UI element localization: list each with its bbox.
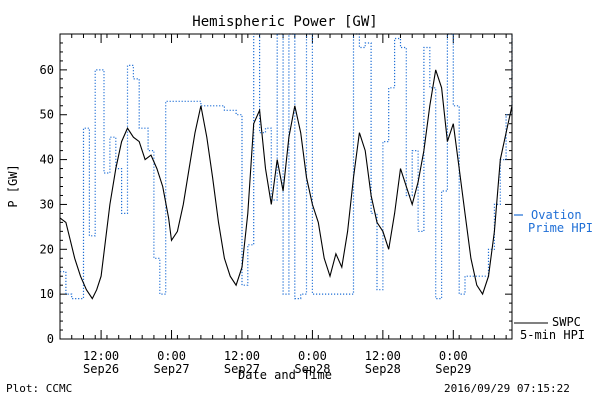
y-tick-label: 60 xyxy=(40,63,54,77)
x-tick-label-date: Sep26 xyxy=(83,362,119,376)
plot-frame xyxy=(59,33,513,340)
swpc-legend-label-2: 5-min HPI xyxy=(520,328,585,342)
swpc-series-layer xyxy=(59,69,513,300)
x-tick-label-time: 0:00 xyxy=(157,349,186,363)
x-tick-label-date: Sep28 xyxy=(294,362,330,376)
ovation-legend-label-1: Ovation xyxy=(531,208,582,222)
y-tick-label: 0 xyxy=(47,332,54,346)
x-axis-label: Date and Time xyxy=(238,368,332,382)
swpc-legend-label-1: SWPC xyxy=(552,315,581,329)
x-tick-label-time: 0:00 xyxy=(439,349,468,363)
x-tick-label-time: 12:00 xyxy=(224,349,260,363)
x-tick-label-time: 12:00 xyxy=(365,349,401,363)
y-axis-label: P [GW] xyxy=(6,164,20,207)
ovation-series-layer xyxy=(60,33,513,300)
x-tick-label-time: 12:00 xyxy=(83,349,119,363)
y-tick-label: 10 xyxy=(40,287,54,301)
ovation-series-line xyxy=(60,33,513,300)
x-tick-label-date: Sep28 xyxy=(365,362,401,376)
axes-layer: 010203040506012:00Sep260:00Sep2712:00Sep… xyxy=(40,33,512,376)
y-tick-label: 40 xyxy=(40,153,54,167)
plot-credit: Plot: CCMC xyxy=(6,382,73,395)
y-tick-label: 30 xyxy=(40,197,54,211)
x-tick-label-date: Sep27 xyxy=(153,362,189,376)
y-tick-label: 50 xyxy=(40,108,54,122)
swpc-series-line xyxy=(59,69,513,300)
ovation-legend-label-2: Prime HPI xyxy=(528,221,593,235)
y-tick-label: 20 xyxy=(40,242,54,256)
chart-title: Hemispheric Power [GW] xyxy=(192,14,377,30)
plot-timestamp: 2016/09/29 07:15:22 xyxy=(444,382,570,395)
x-tick-label-date: Sep29 xyxy=(435,362,471,376)
x-tick-label-time: 0:00 xyxy=(298,349,327,363)
x-tick-label-date: Sep27 xyxy=(224,362,260,376)
